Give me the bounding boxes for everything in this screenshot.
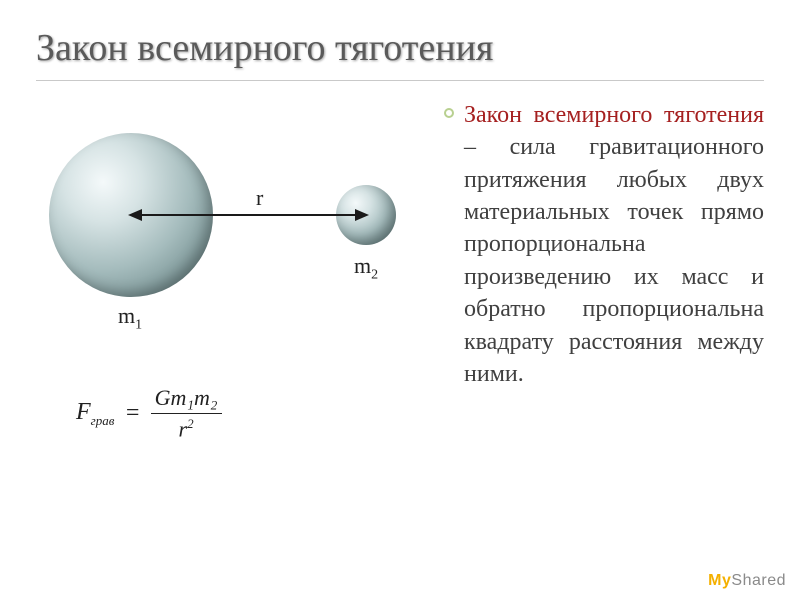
distance-label: r <box>256 185 263 211</box>
definition-text: Закон всемирного тяготения – сила гравит… <box>464 99 764 391</box>
mass2-label: m2 <box>354 253 378 283</box>
watermark: MyShared <box>708 572 786 590</box>
slide-title: Закон всемирного тяготения <box>36 28 764 81</box>
arrow-head-left-icon <box>128 209 142 221</box>
definition-bullet: Закон всемирного тяготения – сила гравит… <box>444 99 764 391</box>
bullet-dot-icon <box>444 108 454 118</box>
content-area: r m1 m2 Fграв = Gm₁m₂ r2 <box>36 95 764 580</box>
text-panel: Закон всемирного тяготения – сила гравит… <box>444 95 764 580</box>
mass1-label: m1 <box>118 303 142 333</box>
gravitation-diagram: r m1 m2 <box>36 95 426 335</box>
gravitation-formula: Fграв = Gm₁m₂ r2 <box>76 385 222 442</box>
arrow-head-right-icon <box>355 209 369 221</box>
distance-arrow-line <box>139 214 358 216</box>
diagram-panel: r m1 m2 Fграв = Gm₁m₂ r2 <box>36 95 426 580</box>
